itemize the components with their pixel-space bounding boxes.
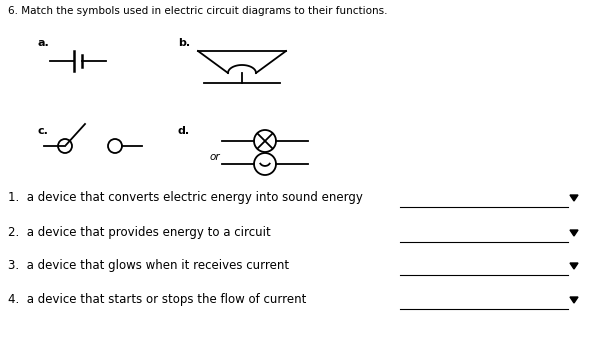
Polygon shape <box>570 297 578 303</box>
Text: c.: c. <box>38 126 49 136</box>
Text: b.: b. <box>178 38 190 48</box>
Text: d.: d. <box>178 126 190 136</box>
Polygon shape <box>570 230 578 236</box>
Text: 1.  a device that converts electric energy into sound energy: 1. a device that converts electric energ… <box>8 191 363 204</box>
Text: 6. Match the symbols used in electric circuit diagrams to their functions.: 6. Match the symbols used in electric ci… <box>8 6 388 16</box>
Text: a.: a. <box>38 38 49 48</box>
Polygon shape <box>570 263 578 269</box>
Text: 4.  a device that starts or stops the flow of current: 4. a device that starts or stops the flo… <box>8 293 306 306</box>
Text: 3.  a device that glows when it receives current: 3. a device that glows when it receives … <box>8 259 289 272</box>
Text: 2.  a device that provides energy to a circuit: 2. a device that provides energy to a ci… <box>8 226 271 239</box>
Polygon shape <box>570 195 578 201</box>
Text: or: or <box>210 152 221 162</box>
